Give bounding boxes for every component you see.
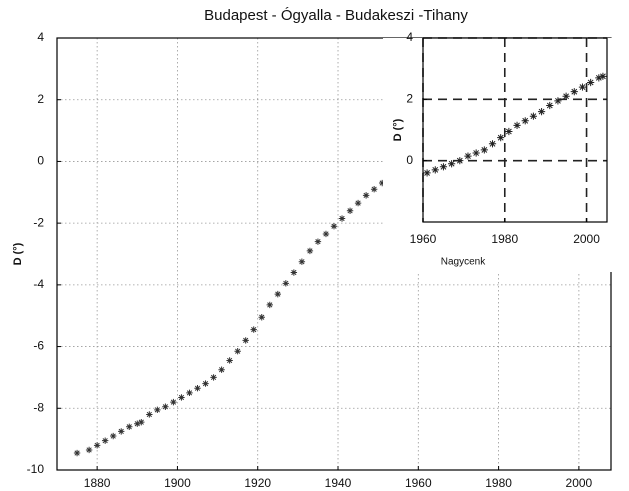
marker [464, 152, 472, 160]
marker [85, 446, 93, 454]
marker [472, 149, 480, 157]
plot-frame [422, 37, 608, 223]
marker [537, 108, 546, 116]
marker [578, 83, 587, 91]
marker [266, 301, 273, 309]
marker [456, 157, 464, 165]
x-tick-label: 1880 [84, 476, 111, 490]
y-tick-label: 4 [37, 30, 44, 44]
marker [202, 380, 209, 387]
marker [186, 389, 193, 397]
marker [513, 121, 521, 129]
marker [178, 394, 185, 401]
y-tick-label: -8 [33, 400, 44, 414]
marker [170, 398, 177, 406]
marker [242, 337, 249, 344]
marker [322, 230, 330, 238]
marker [431, 166, 439, 174]
x-tick-label: 1960 [410, 232, 437, 246]
x-axis-label: Nagycenk [441, 257, 486, 268]
marker [595, 74, 603, 82]
x-tick-label: 1900 [164, 476, 191, 490]
marker [587, 78, 595, 87]
marker [226, 357, 233, 364]
y-tick-label: 4 [406, 30, 413, 44]
x-tick-label: 1940 [325, 476, 352, 490]
y-tick-label: 2 [37, 92, 44, 106]
x-tick-label: 1980 [485, 476, 512, 490]
marker [554, 97, 562, 105]
marker [118, 428, 125, 435]
marker [330, 223, 338, 230]
marker [126, 423, 133, 430]
marker [480, 146, 488, 154]
marker [546, 101, 554, 110]
marker [448, 160, 456, 168]
marker [93, 442, 101, 449]
marker [298, 258, 306, 265]
marker [218, 366, 225, 373]
marker [314, 238, 322, 245]
marker [529, 112, 537, 120]
marker [154, 406, 161, 414]
marker [250, 326, 257, 333]
marker [210, 374, 217, 381]
marker [599, 72, 607, 80]
marker [497, 134, 505, 142]
marker [258, 314, 265, 321]
marker [146, 411, 153, 418]
marker [370, 186, 378, 193]
marker [488, 140, 497, 148]
x-tick-label: 1980 [491, 232, 518, 246]
marker [423, 169, 431, 177]
marker [362, 192, 370, 199]
marker [338, 215, 346, 222]
y-tick-label: -10 [27, 462, 45, 476]
x-tick-label: 2000 [573, 232, 600, 246]
y-tick-label: -2 [33, 215, 44, 229]
marker [439, 163, 448, 171]
x-tick-label: 2000 [566, 476, 593, 490]
marker [354, 199, 362, 207]
marker [306, 247, 314, 255]
y-tick-label: 0 [406, 153, 413, 167]
y-tick-label: 2 [406, 92, 413, 106]
marker [274, 290, 281, 298]
marker [134, 420, 141, 427]
y-tick-label: 0 [37, 154, 44, 168]
x-tick-label: 1920 [244, 476, 271, 490]
y-tick-label: -4 [33, 277, 44, 291]
marker [290, 269, 298, 276]
y-axis-label: D (°) [12, 242, 24, 265]
y-axis-label: D (°) [392, 118, 404, 141]
inset-background [383, 38, 615, 272]
marker [346, 207, 354, 214]
chart-title: Budapest - Ógyalla - Budakeszi -Tihany [204, 7, 468, 24]
marker [110, 432, 117, 440]
marker [101, 437, 109, 444]
marker [194, 385, 201, 392]
marker [138, 418, 145, 426]
marker [282, 280, 290, 287]
marker [234, 348, 241, 355]
x-tick-label: 1960 [405, 476, 432, 490]
marker [521, 117, 529, 125]
y-tick-label: -6 [33, 339, 44, 353]
marker [162, 403, 169, 410]
marker [505, 127, 513, 136]
marker [378, 179, 386, 187]
marker [73, 449, 81, 457]
marker [570, 88, 578, 96]
marker [562, 92, 570, 100]
